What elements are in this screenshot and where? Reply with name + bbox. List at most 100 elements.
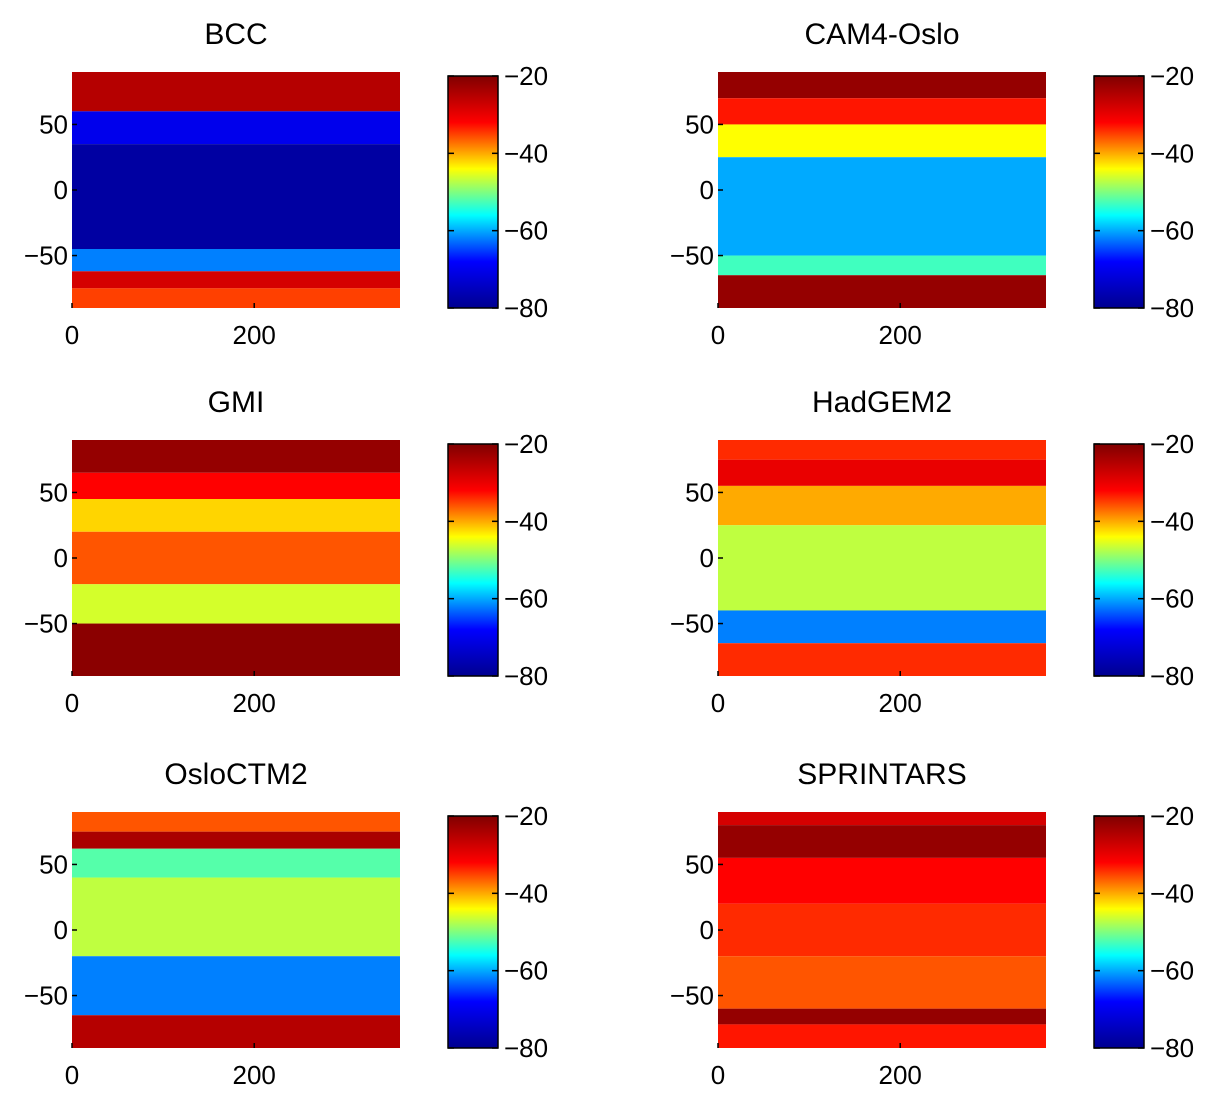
y-tick-label: −50 <box>24 241 68 271</box>
colorbar <box>1093 75 1145 309</box>
heatmap-zone <box>72 249 400 272</box>
y-tick-label: 50 <box>685 849 714 879</box>
y-tick-label: 50 <box>39 109 68 139</box>
colorbar-tick-label: −40 <box>1150 878 1194 908</box>
heatmap-zone <box>72 72 400 112</box>
panel-title: GMI <box>208 386 265 419</box>
colorbar-tick-label: −20 <box>1150 429 1194 459</box>
colorbar-tick-label: −20 <box>1150 801 1194 831</box>
y-tick-label: −50 <box>670 241 714 271</box>
x-tick-label: 200 <box>879 688 922 718</box>
y-tick-label: 0 <box>54 915 68 945</box>
panel-cam4-oslo: CAM4-Oslo 0 200 50 0 −50 −20 −40 −60 −80 <box>670 18 1194 350</box>
x-tick-label: 0 <box>711 320 725 350</box>
heatmap-zone <box>72 584 400 624</box>
colorbar-tick-label: −20 <box>504 429 548 459</box>
panel-hadgem2: HadGEM2 0 200 50 0 −50 −20 −40 −60 −80 <box>670 386 1194 718</box>
heatmap-zone <box>718 903 1046 957</box>
heatmap-zone <box>718 825 1046 858</box>
heatmap-zone <box>72 623 400 676</box>
colorbar-tick-label: −40 <box>504 878 548 908</box>
heatmap-zone <box>718 1024 1046 1048</box>
y-tick-label: 50 <box>39 477 68 507</box>
y-tick-label: −50 <box>24 609 68 639</box>
panel-title: HadGEM2 <box>812 386 952 419</box>
colorbar-tick-label: −60 <box>1150 956 1194 986</box>
y-tick-label: −50 <box>24 981 68 1011</box>
y-tick-label: 0 <box>700 175 714 205</box>
y-tick-label: 0 <box>700 915 714 945</box>
x-tick-label: 200 <box>879 1060 922 1090</box>
heatmap-zone <box>718 459 1046 486</box>
x-tick-label: 200 <box>233 688 276 718</box>
heatmap-zone <box>72 472 400 499</box>
heatmap-zone <box>72 877 400 957</box>
panel-bcc: BCC 0 200 50 0 −50 −20 −40 −60 −80 <box>24 18 548 350</box>
heatmap-zone <box>718 956 1046 1009</box>
heatmap-zone <box>718 643 1046 676</box>
colorbar-tick-label: −20 <box>504 801 548 831</box>
heatmap-zone <box>718 1008 1046 1025</box>
colorbar-tick-label: −60 <box>1150 216 1194 246</box>
heatmap-zone <box>718 440 1046 460</box>
colorbar-tick-label: −80 <box>504 293 548 323</box>
colorbar-tick-label: −20 <box>504 61 548 91</box>
heatmap-zone <box>718 124 1046 158</box>
heatmap-zone <box>72 144 400 249</box>
heatmap-zone <box>72 440 400 473</box>
colorbar-tick-label: −80 <box>1150 1033 1194 1063</box>
panel-title: CAM4-Oslo <box>804 18 959 51</box>
heatmap-zone <box>718 610 1046 644</box>
heatmap-zone <box>718 255 1046 276</box>
x-tick-label: 0 <box>65 688 79 718</box>
y-tick-label: 0 <box>700 543 714 573</box>
colorbar-tick-label: −80 <box>1150 293 1194 323</box>
colorbar <box>447 815 499 1049</box>
heatmap-zone <box>72 499 400 532</box>
heatmap-zone <box>72 531 400 585</box>
colorbar-tick-label: −60 <box>504 956 548 986</box>
x-tick-label: 0 <box>711 1060 725 1090</box>
colorbar <box>447 75 499 309</box>
heatmap-zone <box>718 72 1046 99</box>
colorbar-tick-label: −40 <box>1150 506 1194 536</box>
y-tick-label: −50 <box>670 609 714 639</box>
colorbar-tick-label: −40 <box>504 506 548 536</box>
heatmap-zone <box>718 812 1046 826</box>
x-tick-label: 200 <box>879 320 922 350</box>
heatmap-zone <box>72 812 400 832</box>
colorbar-tick-label: −60 <box>504 216 548 246</box>
colorbar-tick-label: −80 <box>504 661 548 691</box>
panel-sprintars: SPRINTARS 0 200 50 0 −50 −20 −40 −60 −80 <box>670 758 1194 1090</box>
heatmap-zone <box>718 525 1046 611</box>
y-tick-label: 50 <box>685 477 714 507</box>
colorbar-tick-label: −40 <box>1150 138 1194 168</box>
colorbar <box>1093 443 1145 677</box>
heatmap-zone <box>72 831 400 849</box>
panel-gmi: GMI 0 200 50 0 −50 −20 −40 −60 −80 <box>24 386 548 718</box>
x-tick-label: 0 <box>65 1060 79 1090</box>
colorbar-tick-label: −80 <box>1150 661 1194 691</box>
heatmap-zone <box>718 857 1046 904</box>
x-tick-label: 200 <box>233 320 276 350</box>
x-tick-label: 0 <box>65 320 79 350</box>
panel-title: BCC <box>204 18 267 51</box>
colorbar <box>1093 815 1145 1049</box>
colorbar-tick-label: −20 <box>1150 61 1194 91</box>
y-tick-label: 50 <box>685 109 714 139</box>
x-tick-label: 200 <box>233 1060 276 1090</box>
heatmap-zone <box>718 98 1046 125</box>
heatmap-zone <box>718 485 1046 526</box>
heatmap-zone <box>72 848 400 878</box>
y-tick-label: 50 <box>39 849 68 879</box>
colorbar <box>447 443 499 677</box>
panel-osloctm2: OsloCTM2 0 200 50 0 −50 −20 −40 −60 −80 <box>24 758 548 1090</box>
colorbar-tick-label: −60 <box>504 584 548 614</box>
x-tick-label: 0 <box>711 688 725 718</box>
colorbar-tick-label: −80 <box>504 1033 548 1063</box>
panel-title: OsloCTM2 <box>164 758 307 791</box>
colorbar-tick-label: −60 <box>1150 584 1194 614</box>
y-tick-label: 0 <box>54 543 68 573</box>
heatmap-zone <box>72 956 400 1016</box>
